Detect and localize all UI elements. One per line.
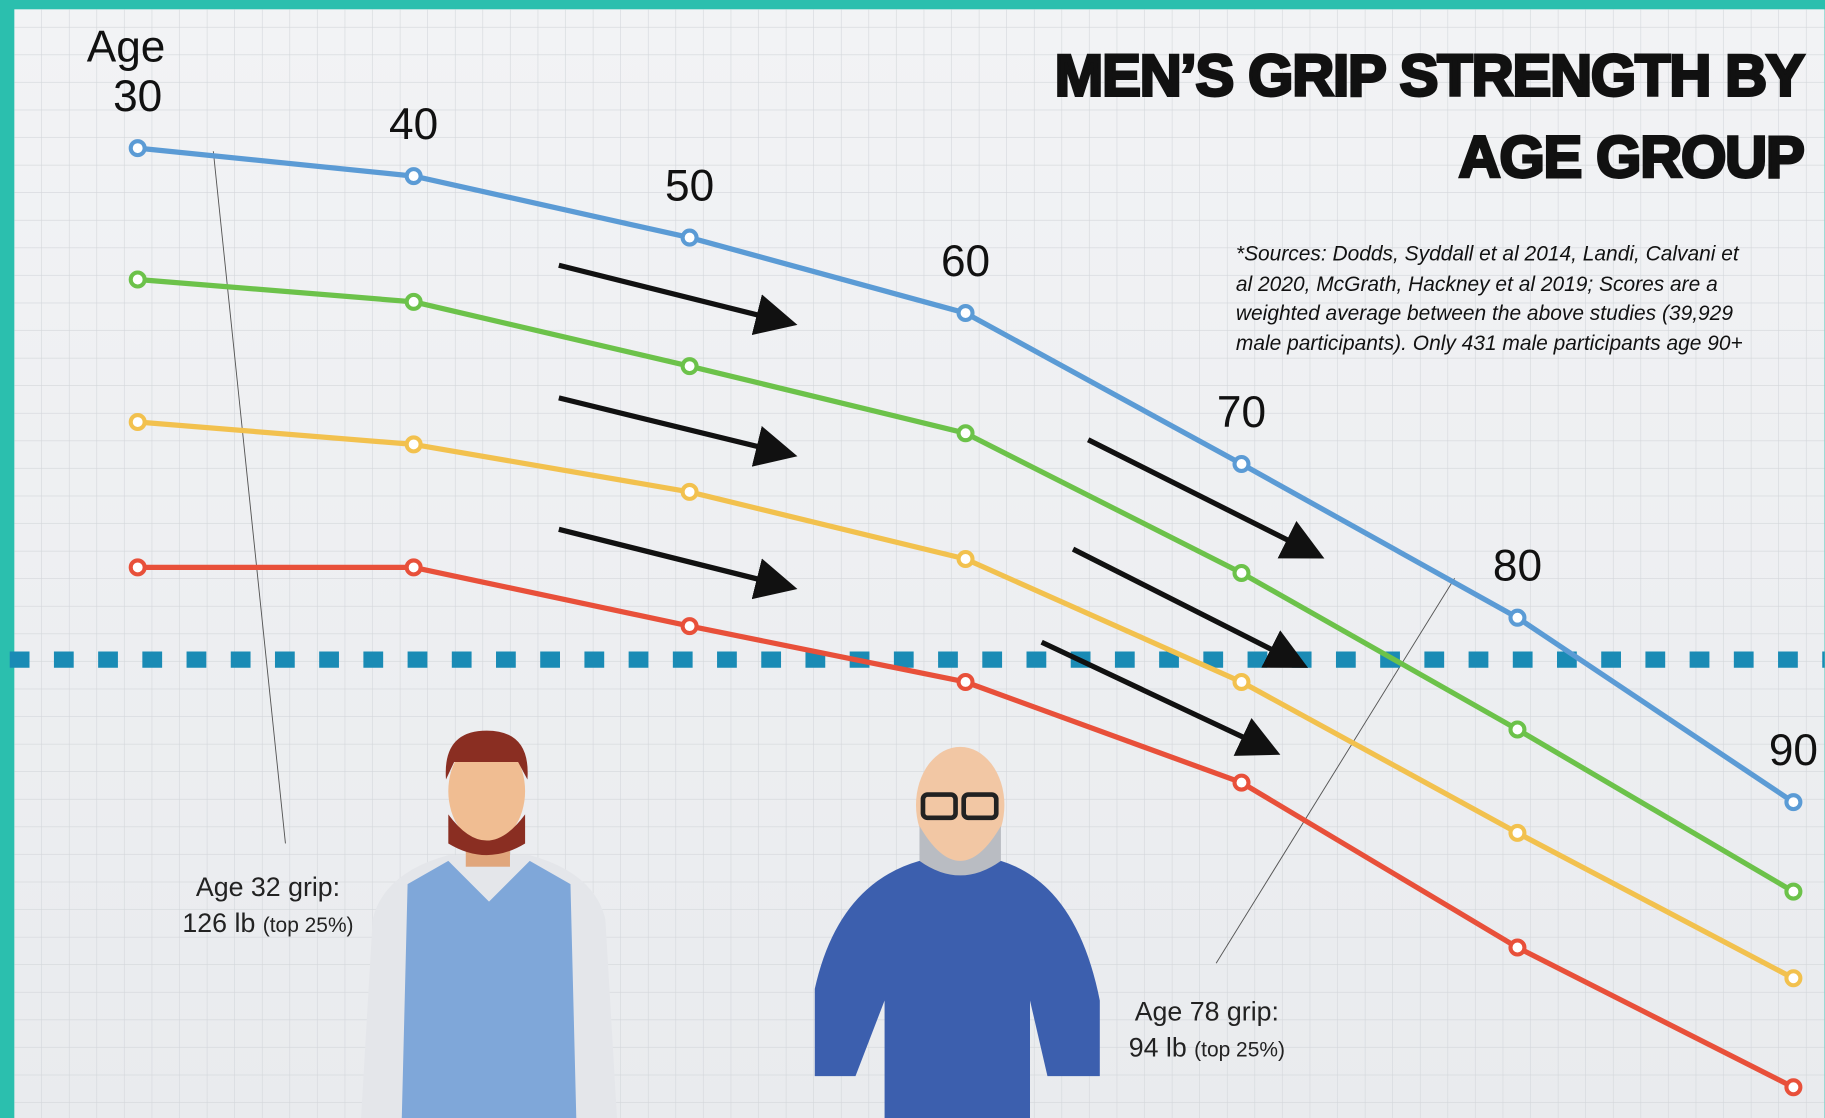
- point: [131, 141, 145, 155]
- x-tick-label: 80: [1493, 542, 1542, 591]
- point: [1235, 776, 1249, 790]
- point: [1235, 566, 1249, 580]
- point: [1510, 611, 1524, 625]
- x-tick-label: 70: [1217, 388, 1266, 437]
- x-tick-label: 60: [941, 237, 990, 286]
- title-line: MEN’S GRIP STRENGTH BY: [1055, 43, 1804, 108]
- annotation-text: Age 78 grip:: [1135, 996, 1279, 1026]
- point: [407, 295, 421, 309]
- point: [407, 560, 421, 574]
- point: [1786, 885, 1800, 899]
- point: [683, 231, 697, 245]
- point: [959, 552, 973, 566]
- chart: Age MEN’S GRIP STRENGTH BY AGE GROUP *So…: [0, 0, 1825, 1118]
- point: [959, 306, 973, 320]
- point: [1235, 675, 1249, 689]
- x-tick-label: 90: [1769, 726, 1818, 775]
- point: [131, 273, 145, 287]
- point: [1510, 826, 1524, 840]
- x-axis-title: Age: [87, 23, 166, 72]
- point: [131, 415, 145, 429]
- point: [683, 485, 697, 499]
- title-line: AGE GROUP: [1459, 125, 1804, 190]
- source-line: weighted average between the above studi…: [1236, 302, 1733, 325]
- source-line: *Sources: Dodds, Syddall et al 2014, Lan…: [1236, 243, 1740, 266]
- point: [1510, 941, 1524, 955]
- x-tick-label: 30: [113, 72, 162, 121]
- point: [1786, 1080, 1800, 1094]
- x-tick-label: 40: [389, 100, 438, 149]
- point: [959, 675, 973, 689]
- x-tick-label: 50: [665, 161, 714, 210]
- point: [407, 437, 421, 451]
- point: [683, 359, 697, 373]
- annotation-value-text: 94 lb: [1129, 1032, 1187, 1062]
- point: [959, 426, 973, 440]
- annotation-note: (top 25%): [263, 914, 354, 937]
- annotation-value-text: 126 lb: [182, 908, 255, 938]
- point: [1786, 971, 1800, 985]
- point: [683, 619, 697, 633]
- annotation-note: (top 25%): [1194, 1038, 1285, 1061]
- annotation-text: Age 32 grip:: [196, 872, 340, 902]
- source-line: male participants). Only 431 male partic…: [1236, 332, 1743, 355]
- source-line: al 2020, McGrath, Hackney et al 2019; Sc…: [1236, 273, 1718, 296]
- point: [1235, 457, 1249, 471]
- point: [1510, 723, 1524, 737]
- point: [131, 560, 145, 574]
- point: [407, 169, 421, 183]
- point: [1786, 795, 1800, 809]
